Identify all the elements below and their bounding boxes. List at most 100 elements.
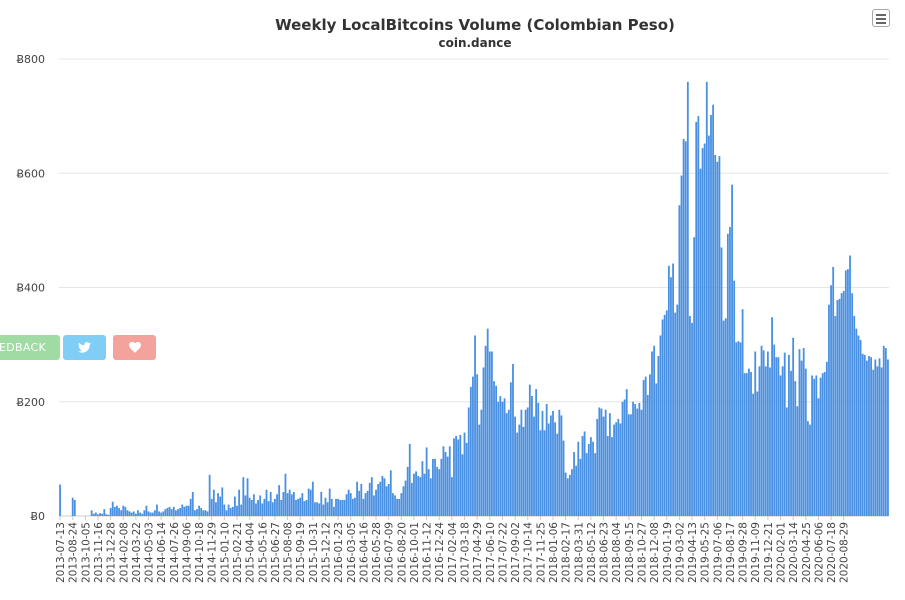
bar[interactable] (139, 512, 142, 516)
bar[interactable] (545, 404, 548, 516)
bar[interactable] (299, 497, 302, 516)
bar[interactable] (259, 495, 262, 516)
bar[interactable] (145, 505, 148, 516)
bar[interactable] (175, 510, 177, 516)
bar[interactable] (459, 434, 462, 516)
bar[interactable] (181, 504, 184, 516)
bar[interactable] (488, 351, 491, 516)
bar[interactable] (311, 481, 314, 516)
bar[interactable] (465, 442, 468, 516)
bar[interactable] (802, 348, 805, 516)
bar[interactable] (274, 498, 276, 516)
bar[interactable] (587, 444, 590, 516)
bar[interactable] (280, 500, 283, 516)
bar[interactable] (288, 489, 291, 516)
bar[interactable] (497, 401, 500, 516)
bar[interactable] (354, 497, 356, 516)
bar[interactable] (821, 373, 824, 516)
bar[interactable] (726, 233, 729, 517)
bar[interactable] (682, 138, 685, 517)
bar[interactable] (290, 494, 293, 516)
bar[interactable] (583, 431, 586, 516)
bar[interactable] (653, 345, 656, 516)
bar[interactable] (99, 513, 101, 516)
bar[interactable] (627, 414, 630, 516)
bar[interactable] (701, 148, 704, 517)
bar[interactable] (608, 413, 611, 516)
bar[interactable] (674, 312, 677, 516)
bar[interactable] (659, 335, 662, 516)
bar[interactable] (638, 402, 641, 516)
bar[interactable] (697, 116, 700, 517)
bar[interactable] (252, 494, 255, 516)
bar[interactable] (208, 474, 211, 516)
bar[interactable] (625, 389, 628, 516)
bar[interactable] (394, 495, 396, 516)
bar[interactable] (227, 504, 230, 516)
bar[interactable] (204, 510, 207, 516)
bar[interactable] (811, 375, 814, 516)
bar[interactable] (722, 320, 725, 516)
bar[interactable] (649, 374, 651, 516)
bar[interactable] (349, 493, 352, 516)
bar[interactable] (718, 156, 721, 517)
bar[interactable] (423, 473, 426, 516)
bar[interactable] (305, 500, 308, 516)
bar[interactable] (853, 316, 856, 516)
bar[interactable] (651, 351, 653, 516)
bar[interactable] (699, 168, 702, 516)
bar[interactable] (781, 366, 784, 516)
bar[interactable] (836, 300, 839, 516)
bar[interactable] (343, 500, 346, 516)
bar[interactable] (356, 481, 358, 516)
bar[interactable] (495, 385, 498, 516)
bar[interactable] (377, 484, 380, 516)
bar[interactable] (482, 367, 485, 516)
bar[interactable] (238, 489, 241, 516)
bar[interactable] (840, 293, 843, 516)
bar[interactable] (263, 498, 266, 516)
bar[interactable] (286, 493, 289, 516)
bar[interactable] (516, 432, 519, 516)
bar[interactable] (90, 510, 93, 516)
bar[interactable] (611, 437, 613, 516)
bar[interactable] (362, 498, 365, 516)
bar[interactable] (164, 509, 167, 516)
bar[interactable] (531, 396, 533, 516)
bar[interactable] (590, 437, 592, 516)
bar[interactable] (533, 416, 535, 516)
bar[interactable] (166, 508, 169, 516)
bar[interactable] (455, 436, 457, 516)
bar[interactable] (796, 406, 799, 516)
bar[interactable] (543, 430, 546, 516)
bar[interactable] (573, 452, 575, 516)
bar[interactable] (278, 485, 281, 516)
bar[interactable] (101, 513, 104, 516)
bar[interactable] (335, 498, 337, 516)
bar[interactable] (240, 504, 243, 516)
bar[interactable] (819, 377, 822, 516)
bar[interactable] (790, 370, 792, 516)
bar[interactable] (689, 316, 691, 516)
bar[interactable] (838, 298, 841, 516)
bar[interactable] (130, 512, 133, 516)
bar[interactable] (773, 344, 776, 517)
bar[interactable] (474, 335, 476, 516)
bar[interactable] (788, 354, 790, 516)
bar[interactable] (676, 304, 679, 516)
bar[interactable] (301, 493, 304, 516)
bar[interactable] (634, 404, 637, 516)
bar[interactable] (221, 487, 224, 516)
bar[interactable] (522, 426, 525, 516)
bar[interactable] (568, 474, 571, 516)
bar[interactable] (236, 505, 238, 516)
bar[interactable] (556, 433, 559, 516)
bar[interactable] (341, 500, 344, 516)
bar[interactable] (870, 357, 872, 516)
bar[interactable] (370, 477, 373, 516)
bar[interactable] (712, 104, 715, 516)
bar[interactable] (615, 422, 618, 516)
bar[interactable] (684, 141, 687, 516)
bar[interactable] (406, 466, 409, 516)
bar[interactable] (777, 357, 780, 516)
